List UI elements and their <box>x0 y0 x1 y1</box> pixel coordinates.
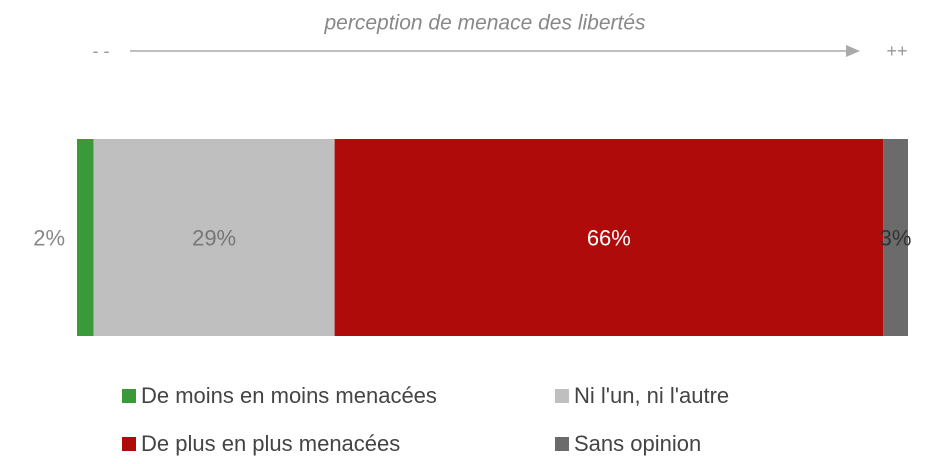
arrow-head <box>846 45 860 57</box>
legend-swatch <box>122 437 136 451</box>
bar-segment <box>77 139 94 336</box>
bar-segment <box>883 139 908 336</box>
arrow-left-label: - - <box>93 41 110 61</box>
legend-swatch <box>555 389 569 403</box>
value-label: 66% <box>587 225 631 250</box>
legend-swatch <box>555 437 569 451</box>
arrow-right-label: ++ <box>886 41 907 61</box>
legend-label: De moins en moins menacées <box>141 383 437 408</box>
legend-label: Sans opinion <box>574 431 701 456</box>
value-label: 29% <box>192 225 236 250</box>
value-label: 3% <box>880 225 912 250</box>
legend-swatch <box>122 389 136 403</box>
bar-segment <box>334 139 884 336</box>
legend-label: Ni l'un, ni l'autre <box>574 383 729 408</box>
legend-label: De plus en plus menacées <box>141 431 400 456</box>
value-label: 2% <box>33 225 65 250</box>
chart-title: perception de menace des libertés <box>323 12 646 35</box>
bar-segment <box>93 139 335 336</box>
